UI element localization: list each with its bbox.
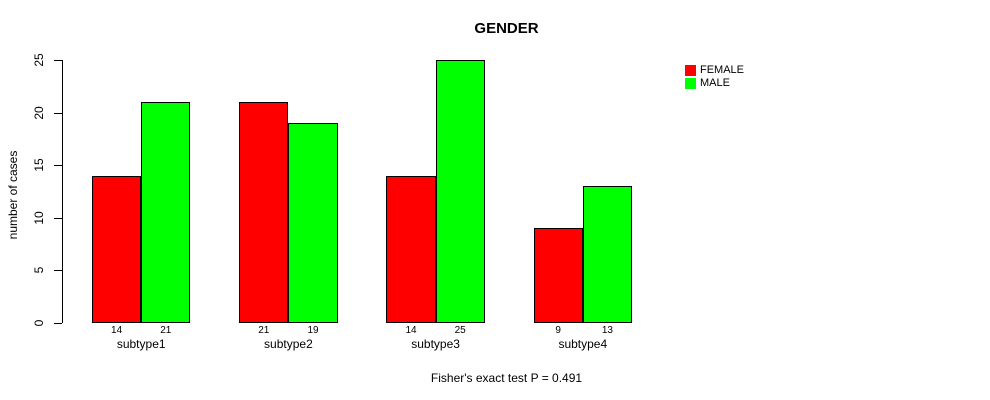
bar-female-subtype3 (386, 175, 436, 323)
y-axis-tick-label: 25 (32, 53, 46, 67)
bar-value-label: 19 (307, 325, 319, 336)
y-axis-tick (54, 165, 62, 166)
bar-value-label: 14 (111, 325, 123, 336)
bar-female-subtype1 (92, 175, 142, 323)
bar-male-subtype2 (288, 123, 338, 323)
legend-label: FEMALE (700, 64, 745, 76)
x-category-label: subtype3 (411, 337, 460, 351)
y-axis-tick-label: 20 (32, 105, 46, 120)
legend-swatch-male (685, 78, 696, 89)
bar-male-subtype3 (435, 60, 485, 323)
bar-female-subtype2 (239, 102, 289, 323)
legend-item-male: MALE (685, 78, 744, 89)
y-axis-line (62, 60, 63, 323)
annotation-text: Fisher's exact test P = 0.491 (430, 371, 583, 385)
legend-swatch-female (685, 65, 696, 76)
bar-value-label: 14 (405, 325, 417, 336)
y-axis-tick-label: 15 (32, 158, 46, 172)
bar-value-label: 13 (601, 325, 613, 336)
y-axis-tick (54, 112, 62, 114)
y-axis-tick-label: 5 (32, 266, 46, 274)
bar-value-label: 9 (555, 325, 561, 336)
y-axis-tick-label: 0 (32, 319, 46, 326)
bar-male-subtype4 (582, 186, 632, 323)
bar-male-subtype1 (141, 102, 191, 323)
legend-item-female: FEMALE (685, 65, 744, 76)
chart-title: GENDER (474, 20, 539, 37)
bar-value-label: 25 (454, 325, 466, 336)
bar-female-subtype4 (533, 228, 583, 323)
x-category-label: subtype2 (264, 337, 313, 351)
y-axis-tick (54, 270, 62, 271)
y-axis-tick (54, 322, 62, 324)
bar-value-label: 21 (160, 325, 172, 336)
y-axis-tick (54, 60, 62, 61)
x-category-label: subtype4 (558, 337, 608, 351)
bar-value-label: 21 (258, 325, 270, 336)
x-category-label: subtype1 (116, 337, 166, 351)
y-axis-tick-label: 10 (32, 210, 46, 225)
legend: FEMALE MALE (685, 65, 744, 91)
y-axis-tick (54, 217, 62, 219)
legend-label: MALE (700, 77, 730, 89)
